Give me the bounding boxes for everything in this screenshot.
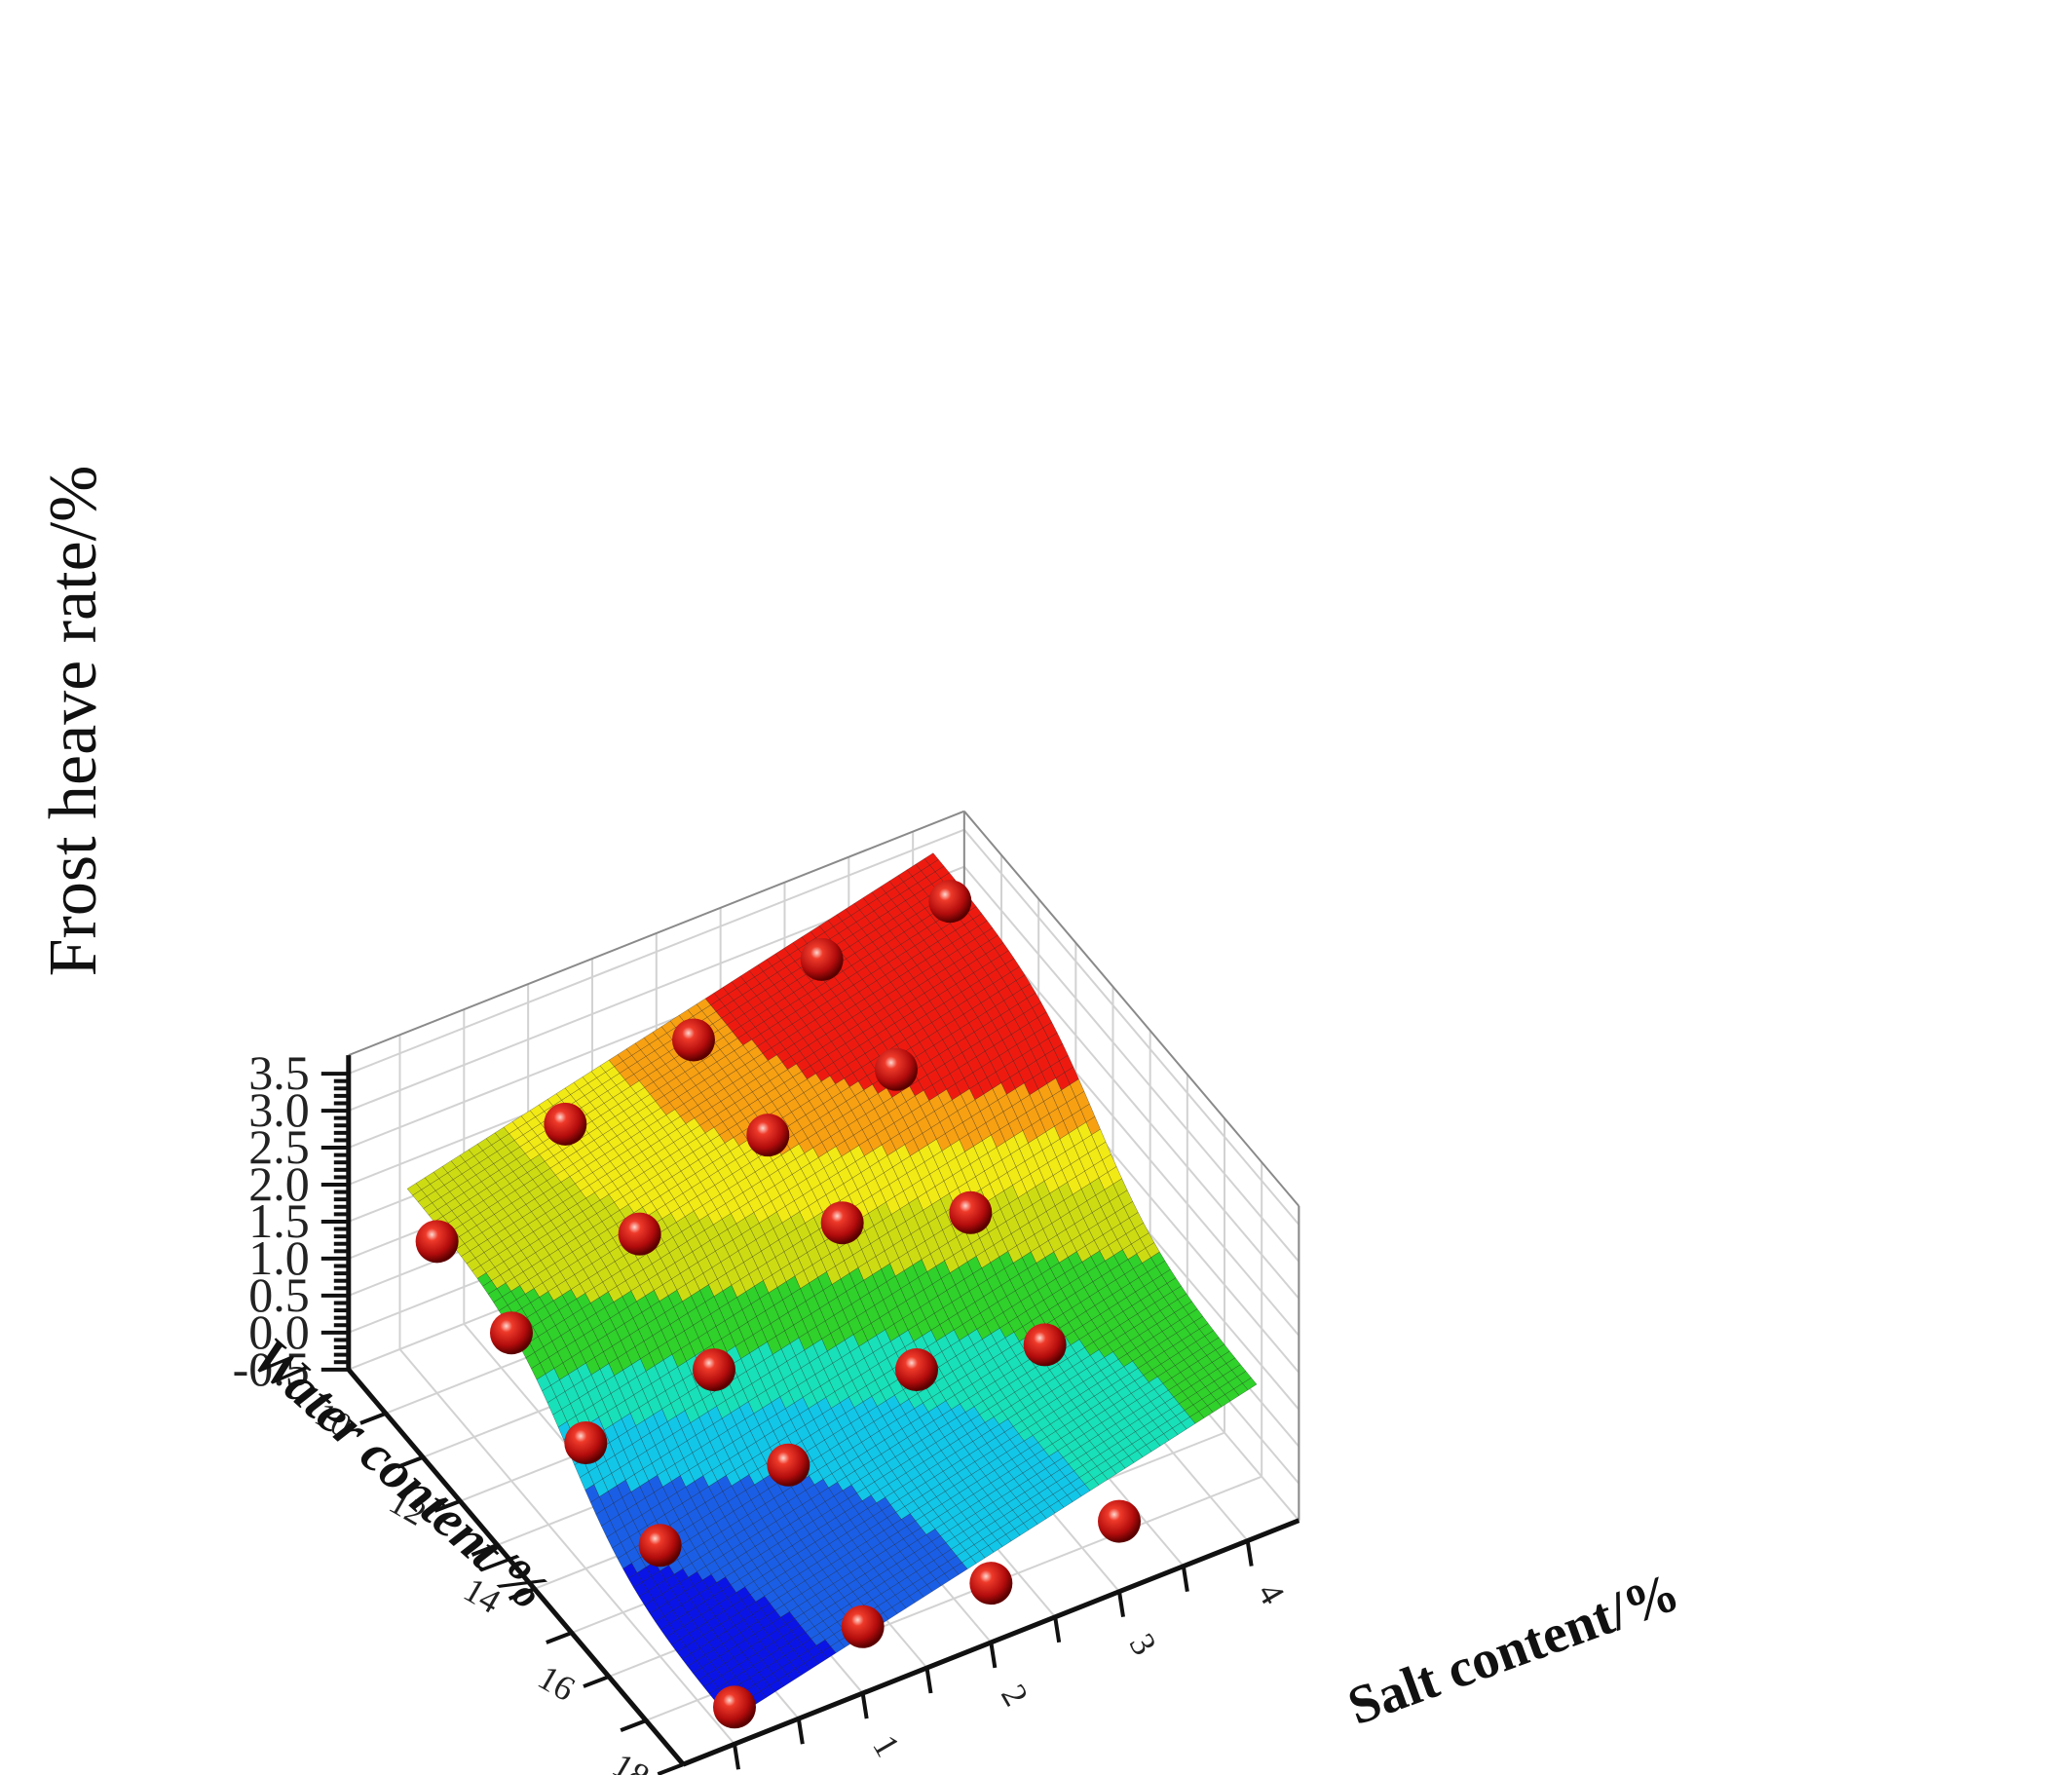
water-axis-tick: [546, 1631, 573, 1644]
water-axis-tick: [359, 1411, 387, 1425]
z-axis-title: Frost heave rate/%: [36, 466, 111, 977]
data-points: [415, 880, 1142, 1729]
salt-axis-title: Salt content/%: [1340, 1562, 1687, 1737]
water-tick-label: 18: [606, 1745, 656, 1775]
water-axis-tick: [396, 1455, 424, 1469]
data-point: [489, 1311, 533, 1355]
salt-tick-label: 3: [1122, 1627, 1165, 1662]
salt-axis-tick: [733, 1743, 740, 1770]
salt-axis-tick: [1117, 1591, 1125, 1618]
z-tick-label: 0.5: [248, 1267, 310, 1322]
grid-line: [398, 1348, 735, 1745]
data-point: [841, 1605, 885, 1648]
data-point: [544, 1102, 587, 1146]
data-point: [949, 1190, 993, 1234]
data-point: [618, 1212, 661, 1256]
data-point: [746, 1114, 790, 1157]
water-tick-label: 16: [532, 1657, 582, 1709]
data-point: [820, 1201, 864, 1245]
salt-axis-tick: [989, 1642, 998, 1669]
water-axis-tick: [471, 1543, 499, 1557]
water-axis-line: [346, 1368, 686, 1766]
data-point: [928, 880, 972, 924]
water-axis-tick: [508, 1587, 536, 1601]
data-point: [894, 1348, 938, 1392]
z-tick-label: 1.5: [248, 1193, 310, 1248]
z-tick-label: 2.5: [248, 1119, 310, 1174]
water-axis-tick: [620, 1718, 647, 1732]
salt-axis-tick: [1181, 1566, 1189, 1592]
salt-axis-tick: [1245, 1540, 1254, 1567]
salt-tick-label: 4: [1250, 1576, 1293, 1611]
water-axis-tick: [583, 1675, 610, 1688]
grid-line: [963, 865, 1300, 1263]
data-point: [692, 1348, 735, 1392]
water-axis-tick: [433, 1499, 462, 1513]
salt-tick-label: 2: [994, 1678, 1036, 1713]
water-axis-title: Water content/%: [241, 1326, 558, 1620]
salt-axis-tick: [1053, 1616, 1062, 1643]
data-point: [800, 937, 844, 981]
data-point: [415, 1220, 459, 1264]
data-point: [874, 1047, 918, 1091]
z-tick-label: -0.5: [233, 1341, 310, 1396]
salt-axis-tick: [796, 1718, 805, 1745]
axes: [320, 1055, 1300, 1775]
data-point: [1023, 1323, 1067, 1367]
z-tick-label: 2.0: [248, 1156, 310, 1211]
z-tick-label: 1.0: [248, 1230, 310, 1285]
wall-border: [963, 811, 1300, 1207]
z-tick-label: 3.0: [248, 1082, 310, 1137]
z-tick-label: 0.0: [248, 1304, 310, 1359]
data-point: [671, 1018, 715, 1062]
salt-axis-tick: [924, 1667, 933, 1694]
wall-border: [348, 810, 965, 1057]
data-point: [564, 1421, 608, 1465]
data-point: [712, 1685, 756, 1729]
data-point: [767, 1443, 810, 1487]
salt-axis-tick: [860, 1692, 869, 1719]
salt-tick-label: 1: [865, 1728, 908, 1763]
water-axis-tick: [657, 1762, 685, 1775]
grid-line: [963, 829, 1300, 1226]
data-point: [638, 1524, 682, 1567]
z-tick-label: 3.5: [248, 1045, 310, 1100]
data-point: [1098, 1499, 1142, 1543]
data-point: [969, 1562, 1013, 1605]
